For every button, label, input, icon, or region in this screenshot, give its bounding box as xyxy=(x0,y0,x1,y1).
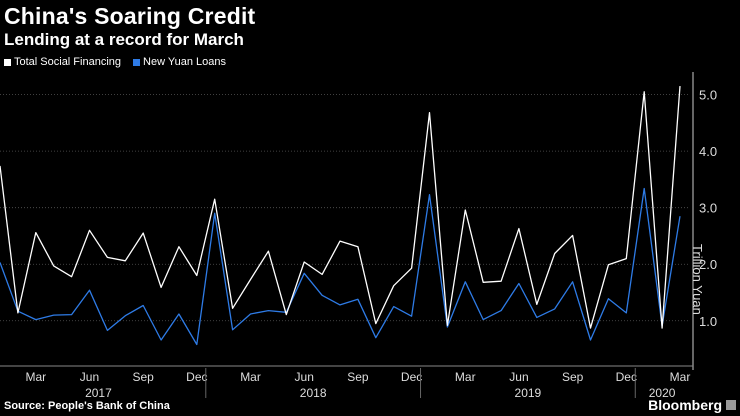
x-tick-label: Sep xyxy=(347,370,369,384)
chart-title: China's Soaring Credit xyxy=(4,3,256,29)
source-note: Source: People's Bank of China xyxy=(4,400,170,412)
bloomberg-logo: Bloomberg xyxy=(648,397,722,413)
legend-swatch-white xyxy=(4,58,11,66)
x-tick-label: Dec xyxy=(616,370,637,384)
x-tick-label: Mar xyxy=(670,370,691,384)
year-label: 2018 xyxy=(300,386,327,400)
legend-item-total-social-financing: Total Social Financing xyxy=(4,56,121,68)
x-tick-label: Sep xyxy=(132,370,154,384)
x-tick-label: Mar xyxy=(240,370,261,384)
x-tick-label: Dec xyxy=(401,370,422,384)
x-tick-label: Dec xyxy=(186,370,207,384)
x-tick-label: Mar xyxy=(455,370,476,384)
bloomberg-terminal-icon xyxy=(726,400,736,410)
y-axis-label: Trillion Yuan xyxy=(690,244,705,315)
y-tick-label: 3.0 xyxy=(699,201,717,216)
year-label: 2019 xyxy=(515,386,542,400)
x-tick-label: Mar xyxy=(25,370,46,384)
series-line-total-social-financing xyxy=(0,86,681,329)
x-tick-label: Sep xyxy=(562,370,584,384)
year-label: 2020 xyxy=(649,386,676,400)
x-tick-label: Jun xyxy=(80,370,99,384)
legend-label: Total Social Financing xyxy=(14,56,122,68)
legend-label: New Yuan Loans xyxy=(143,56,226,68)
legend-swatch-blue xyxy=(133,58,141,66)
series-line-new-yuan-loans xyxy=(0,187,681,346)
chart-subtitle: Lending at a record for March xyxy=(4,30,244,49)
y-tick-label: 5.0 xyxy=(699,88,717,103)
x-tick-label: Jun xyxy=(295,370,314,384)
year-label: 2017 xyxy=(85,386,112,400)
x-tick-label: Jun xyxy=(509,370,528,384)
legend: Total Social Financing New Yuan Loans xyxy=(4,56,226,68)
y-tick-label: 1.0 xyxy=(699,314,717,329)
y-tick-label: 2.0 xyxy=(699,257,717,272)
y-tick-label: 4.0 xyxy=(699,144,717,159)
legend-item-new-yuan-loans: New Yuan Loans xyxy=(133,56,226,68)
